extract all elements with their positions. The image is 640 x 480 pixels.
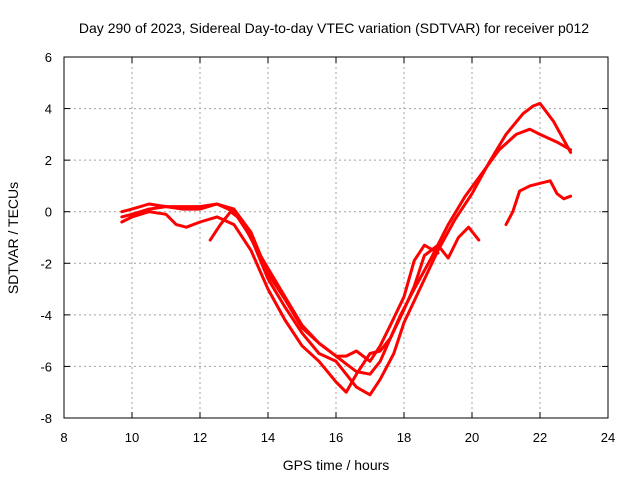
series-track-2 bbox=[120, 127, 573, 376]
x-tick-label: 22 bbox=[533, 430, 547, 445]
x-tick-label: 16 bbox=[329, 430, 343, 445]
series-track-3 bbox=[120, 210, 481, 394]
x-tick-label: 14 bbox=[261, 430, 275, 445]
y-tick-label: 0 bbox=[45, 205, 52, 220]
x-axis-label: GPS time / hours bbox=[283, 457, 390, 473]
x-tick-label: 12 bbox=[193, 430, 207, 445]
y-tick-label: -6 bbox=[40, 359, 52, 374]
y-tick-label: 6 bbox=[45, 50, 52, 65]
series-track-5 bbox=[504, 179, 573, 227]
y-tick-label: -4 bbox=[40, 308, 52, 323]
x-tick-label: 20 bbox=[465, 430, 479, 445]
x-tick-label: 8 bbox=[60, 430, 67, 445]
x-tick-label: 24 bbox=[601, 430, 615, 445]
y-axis-label: SDTVAR / TECUs bbox=[5, 182, 21, 294]
y-tick-label: 4 bbox=[45, 102, 52, 117]
data-traces bbox=[120, 101, 573, 397]
series-track-1 bbox=[120, 101, 573, 397]
y-tick-label: -2 bbox=[40, 256, 52, 271]
x-tick-label: 10 bbox=[125, 430, 139, 445]
grid-lines bbox=[64, 57, 608, 418]
x-tick-label: 18 bbox=[397, 430, 411, 445]
y-tick-label: 2 bbox=[45, 153, 52, 168]
series-track-4 bbox=[208, 210, 440, 363]
chart-title: Day 290 of 2023, Sidereal Day-to-day VTE… bbox=[79, 20, 589, 36]
y-tick-label: -8 bbox=[40, 411, 52, 426]
